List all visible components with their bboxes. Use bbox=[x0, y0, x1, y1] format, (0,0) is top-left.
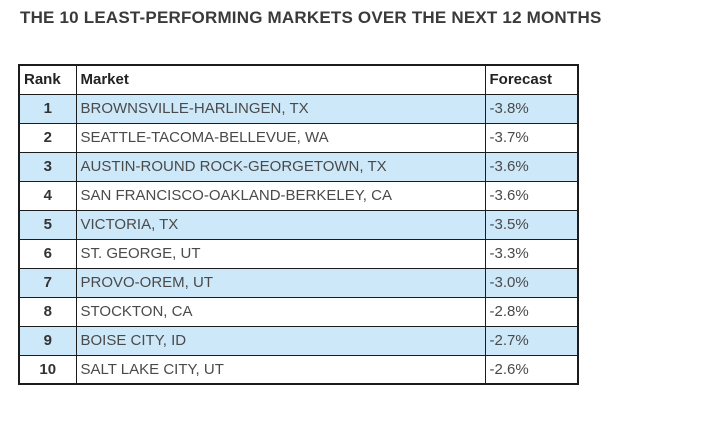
forecast-cell: -3.3% bbox=[484, 238, 579, 269]
table-row: 4 SAN FRANCISCO-OAKLAND-BERKELEY, CA -3.6% bbox=[18, 180, 579, 211]
market-cell: BOISE CITY, ID bbox=[75, 325, 486, 356]
rank-cell: 8 bbox=[18, 296, 77, 327]
market-cell: PROVO-OREM, UT bbox=[75, 267, 486, 298]
rank-cell: 6 bbox=[18, 238, 77, 269]
market-cell: BROWNSVILLE-HARLINGEN, TX bbox=[75, 93, 486, 124]
market-cell: STOCKTON, CA bbox=[75, 296, 486, 327]
forecast-cell: -2.8% bbox=[484, 296, 579, 327]
rank-cell: 4 bbox=[18, 180, 77, 211]
rank-cell: 2 bbox=[18, 122, 77, 153]
market-cell: ST. GEORGE, UT bbox=[75, 238, 486, 269]
forecast-cell: -2.7% bbox=[484, 325, 579, 356]
market-cell: SEATTLE-TACOMA-BELLEVUE, WA bbox=[75, 122, 486, 153]
rank-cell: 7 bbox=[18, 267, 77, 298]
markets-table: Rank Market Forecast 1 BROWNSVILLE-HARLIN… bbox=[18, 64, 579, 385]
table-row: 1 BROWNSVILLE-HARLINGEN, TX -3.8% bbox=[18, 93, 579, 124]
forecast-cell: -3.6% bbox=[484, 151, 579, 182]
forecast-cell: -3.8% bbox=[484, 93, 579, 124]
page: THE 10 LEAST-PERFORMING MARKETS OVER THE… bbox=[0, 8, 705, 385]
table-row: 5 VICTORIA, TX -3.5% bbox=[18, 209, 579, 240]
table-row: 10 SALT LAKE CITY, UT -2.6% bbox=[18, 354, 579, 385]
rank-cell: 1 bbox=[18, 93, 77, 124]
forecast-cell: -3.5% bbox=[484, 209, 579, 240]
forecast-cell: -2.6% bbox=[484, 354, 579, 385]
table-row: 7 PROVO-OREM, UT -3.0% bbox=[18, 267, 579, 298]
markets-table-body: 1 BROWNSVILLE-HARLINGEN, TX -3.8% 2 SEATTLE-… bbox=[18, 93, 579, 385]
table-row: 8 STOCKTON, CA -2.8% bbox=[18, 296, 579, 327]
page-title: THE 10 LEAST-PERFORMING MARKETS OVER THE… bbox=[20, 8, 602, 27]
table-header-row: Rank Market Forecast bbox=[18, 64, 579, 95]
rank-cell: 10 bbox=[18, 354, 77, 385]
table-row: 9 BOISE CITY, ID -2.7% bbox=[18, 325, 579, 356]
column-header-rank: Rank bbox=[18, 64, 77, 95]
column-header-market: Market bbox=[75, 64, 486, 95]
table-row: 3 AUSTIN-ROUND ROCK-GEORGETOWN, TX -3.6% bbox=[18, 151, 579, 182]
forecast-cell: -3.7% bbox=[484, 122, 579, 153]
market-cell: SAN FRANCISCO-OAKLAND-BERKELEY, CA bbox=[75, 180, 486, 211]
market-cell: SALT LAKE CITY, UT bbox=[75, 354, 486, 385]
forecast-cell: -3.0% bbox=[484, 267, 579, 298]
table-row: 6 ST. GEORGE, UT -3.3% bbox=[18, 238, 579, 269]
rank-cell: 3 bbox=[18, 151, 77, 182]
market-cell: AUSTIN-ROUND ROCK-GEORGETOWN, TX bbox=[75, 151, 486, 182]
forecast-cell: -3.6% bbox=[484, 180, 579, 211]
rank-cell: 9 bbox=[18, 325, 77, 356]
market-cell: VICTORIA, TX bbox=[75, 209, 486, 240]
column-header-forecast: Forecast bbox=[484, 64, 579, 95]
table-row: 2 SEATTLE-TACOMA-BELLEVUE, WA -3.7% bbox=[18, 122, 579, 153]
rank-cell: 5 bbox=[18, 209, 77, 240]
